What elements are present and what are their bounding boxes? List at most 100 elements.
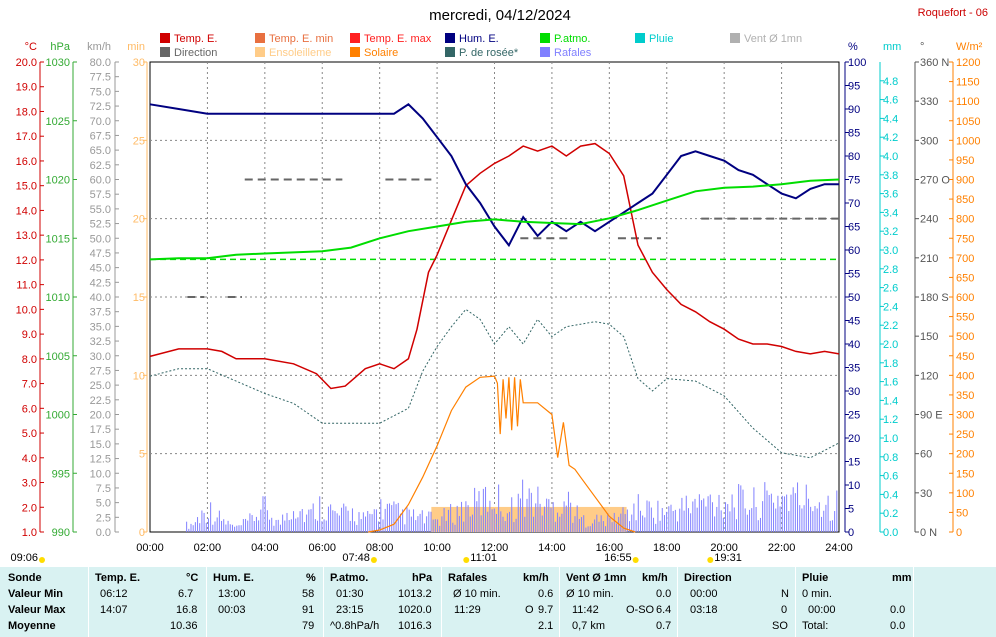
legend-label-dew: P. de rosée* [459, 47, 519, 59]
rain-tick-label: 4.4 [883, 113, 898, 125]
wind-tick-label: 75.0 [90, 86, 111, 98]
rain-tick-label: 3.4 [883, 207, 898, 219]
patm-tick-label: 1030 [46, 57, 70, 69]
x-tick-label: 24:00 [825, 542, 853, 554]
rain-tick-label: 1.0 [883, 433, 898, 445]
sunrise-time: 07:48 [342, 552, 370, 564]
sonde-header: Sonde [8, 572, 42, 584]
x-tick-label: 08:00 [366, 542, 394, 554]
patm-tick-label: 1015 [46, 233, 70, 245]
wind-tick-label: 60.0 [90, 175, 111, 187]
temp-max-time: 14:07 [100, 604, 128, 616]
wind-tick-label: 62.5 [90, 160, 111, 172]
hum-header: Hum. E. [213, 572, 254, 584]
x-tick-label: 22:00 [768, 542, 796, 554]
row-avg-label: Moyenne [8, 620, 56, 632]
temp-tick-label: 3.0 [22, 478, 37, 490]
wind-tick-label: 5.0 [96, 498, 111, 510]
dir-tick-label: 240 [920, 214, 938, 226]
wind-tick-label: 0.0 [96, 527, 111, 539]
solar-tick-label: 700 [956, 253, 974, 265]
legend-swatch-gust [540, 47, 550, 57]
temp-tick-label: 15.0 [16, 181, 37, 193]
wind-tick-label: 70.0 [90, 116, 111, 128]
axes: 00:00 02:00 04:00 06:00 08:00 10:00 12:00 14:00… [16, 41, 983, 554]
sunset-marker [632, 557, 639, 563]
temp-tick-label: 14.0 [16, 205, 37, 217]
solar-tick-label: 500 [956, 331, 974, 343]
hum-tick-label: 85 [848, 128, 860, 140]
wind-tick-label: 77.5 [90, 72, 111, 84]
legend-label-rain: Pluie [649, 33, 673, 45]
wind-tick-label: 40.0 [90, 292, 111, 304]
hum-unit: % [306, 572, 316, 584]
hum-tick-label: 25 [848, 410, 860, 422]
rain-tick-label: 0.6 [883, 471, 898, 483]
temp-tick-label: 4.0 [22, 453, 37, 465]
temp-min-val: 6.7 [178, 588, 194, 600]
wind-unit: km/h [642, 572, 668, 584]
temp-tick-label: 16.0 [16, 156, 37, 168]
row-min-label: Valeur Min [8, 588, 64, 600]
legend-swatch-dew [445, 47, 455, 57]
temp-tick-label: 2.0 [22, 502, 37, 514]
gust-header: Rafales [448, 572, 488, 584]
rain-tick-label: 2.2 [883, 320, 898, 332]
solar-tick-label: 650 [956, 272, 974, 284]
hum-max-time: 00:03 [218, 604, 246, 616]
solar-tick-label: 150 [956, 468, 974, 480]
wind-max-val: 6.4 [656, 604, 672, 616]
rain-tick-label: 2.0 [883, 339, 898, 351]
hum-tick-label: 75 [848, 175, 860, 187]
x-tick-label: 12:00 [481, 542, 509, 554]
rain-unit-label: mm [883, 41, 901, 53]
patm-tick-label: 1025 [46, 116, 70, 128]
wind-tick-label: 10.0 [90, 468, 111, 480]
hum-tick-label: 10 [848, 480, 860, 492]
sunrise-marker [370, 557, 377, 563]
patm-tick-label: 1020 [46, 175, 70, 187]
solar-tick-label: 850 [956, 194, 974, 206]
legend-swatch-sun [255, 47, 265, 57]
dir-min-val: N [781, 588, 789, 600]
rain-tick-label: 0.2 [883, 508, 898, 520]
wind-tick-label: 65.0 [90, 145, 111, 157]
rain-total-label: Total: [802, 620, 829, 632]
wind-tick-label: 17.5 [90, 424, 111, 436]
wind-tick-label: 47.5 [90, 248, 111, 260]
solar-unit-label: W/m² [956, 41, 983, 53]
x-tick-label: 02:00 [194, 542, 222, 554]
temp-tick-label: 11.0 [16, 280, 37, 292]
temp-tick-label: 13.0 [16, 230, 37, 242]
moonset-marker [39, 557, 45, 563]
sun_min-tick-label: 15 [133, 292, 145, 304]
rain-tick-label: 2.8 [883, 264, 898, 276]
patm-min-val: 1013.2 [398, 588, 432, 600]
sun_min-tick-label: 0 [139, 527, 145, 539]
hum-tick-label: 90 [848, 104, 860, 116]
sunset-time: 16:55 [604, 552, 632, 564]
temp-tick-label: 19.0 [16, 82, 37, 94]
x-tick-label: 06:00 [308, 542, 336, 554]
rain-unit: mm [892, 572, 912, 584]
wind-avg: 0.7 [656, 620, 672, 632]
hum-tick-label: 60 [848, 245, 860, 257]
patm-tick-label: 1005 [46, 351, 70, 363]
legend: Temp. E. Temp. E. min Temp. E. max Hum. E. P… [160, 33, 802, 59]
solar-tick-label: 250 [956, 429, 974, 441]
rain-tick-label: 4.6 [883, 95, 898, 107]
legend-label-tmin: Temp. E. min [269, 33, 333, 45]
x-tick-label: 10:00 [423, 542, 451, 554]
temp-tick-label: 12.0 [16, 255, 37, 267]
patm-min-time: 01:30 [336, 588, 364, 600]
hum-tick-label: 40 [848, 339, 860, 351]
legend-swatch-tmin [255, 33, 265, 43]
plot-series [149, 103, 840, 533]
weather-chart: mercredi, 04/12/2024 Roquefort - 06 Temp… [10, 7, 988, 564]
solar-tick-label: 200 [956, 449, 974, 461]
x-tick-label: 00:00 [136, 542, 164, 554]
wind-max-time: 11:42 [572, 604, 599, 616]
patm-avg: 1016.3 [398, 620, 432, 632]
hum-tick-label: 45 [848, 316, 860, 328]
solar-tick-label: 750 [956, 233, 974, 245]
